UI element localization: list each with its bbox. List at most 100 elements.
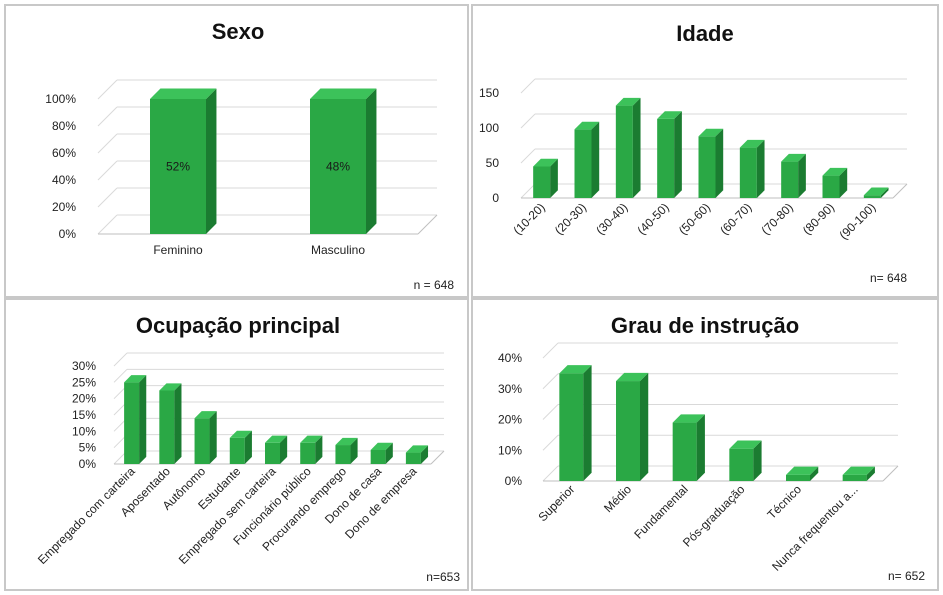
bar-side: [385, 442, 393, 464]
bar-front: [615, 105, 633, 198]
bar-side: [810, 466, 819, 481]
bar-side: [591, 121, 600, 198]
bar-side: [674, 111, 682, 198]
bar: [615, 97, 641, 198]
bar: [698, 128, 724, 198]
gridline-wall: [520, 78, 536, 94]
y-tick-label: 5%: [79, 441, 97, 455]
y-tick-label: 25%: [72, 375, 96, 389]
chart-panel-ocupacao: Ocupação principal 0% 5% 10% 15% 20% 25% 30% Emp…: [4, 298, 469, 591]
bar: [781, 153, 806, 198]
bar-front: [863, 195, 881, 198]
bar-front: [265, 442, 280, 464]
y-tick-label: 50: [486, 156, 500, 170]
bar-side: [756, 139, 765, 198]
gridline-wall: [97, 106, 118, 127]
bar-front: [159, 390, 175, 464]
sample-size-note: n= 648: [870, 271, 907, 285]
bar-front: [194, 418, 210, 464]
bar: [265, 435, 288, 464]
y-tick-label: 0%: [59, 227, 77, 241]
bar: [574, 121, 600, 198]
bar-front: [842, 474, 867, 481]
chart-title: Idade: [676, 21, 733, 46]
gridline-wall: [113, 352, 128, 367]
bar-side: [174, 383, 182, 464]
y-tick-label: 40%: [52, 173, 76, 187]
bar-side: [139, 375, 147, 464]
gridline-wall: [97, 79, 118, 100]
y-tick-label: 30%: [72, 359, 96, 373]
chart-title: Grau de instrução: [611, 313, 799, 338]
sample-size-note: n=653: [426, 570, 460, 584]
bar-side: [583, 365, 592, 481]
y-tick-label: 0: [492, 191, 499, 205]
y-tick-label: 40%: [498, 351, 522, 365]
bar: [194, 411, 217, 464]
chart-panel-sexo: Sexo 0% 20% 40% 60% 80% 100% 52% Feminino 48% Masc…: [4, 4, 469, 298]
bar-front: [559, 373, 584, 481]
bar: [300, 435, 323, 464]
chart-panel-grau: Grau de instrução 0% 10% 20% 30% 40% Superior M…: [471, 298, 939, 591]
floor-edge: [892, 183, 908, 199]
bar-side: [315, 435, 323, 464]
bar-front: [729, 448, 754, 481]
bar-top: [159, 383, 182, 391]
gridline-wall: [542, 404, 559, 420]
bar-side: [206, 88, 217, 234]
bar-side: [839, 167, 848, 198]
bar-side: [640, 372, 649, 481]
bar-front: [574, 129, 592, 198]
bar: [229, 430, 252, 464]
chart-grau-de-instrucao: Grau de instrução 0% 10% 20% 30% 40% Superior M…: [498, 313, 925, 583]
bar-top: [657, 111, 682, 119]
bar-side: [350, 437, 358, 464]
x-tick-label: (50-60): [676, 200, 713, 237]
bar-side: [280, 435, 288, 464]
bar-front: [822, 175, 840, 198]
bar: [842, 466, 875, 481]
chart-sexo: Sexo 0% 20% 40% 60% 80% 100% 52% Feminino 48% Masc…: [45, 19, 454, 292]
gridline-wall: [520, 113, 536, 129]
chart-title: Ocupação principal: [136, 313, 340, 338]
bar-side: [366, 88, 377, 234]
gridline-wall: [113, 368, 128, 383]
x-tick-label: Masculino: [311, 243, 365, 257]
bar: [405, 445, 429, 464]
x-tick-label: Feminino: [153, 243, 203, 257]
chart-panel-idade: Idade 0 50 100 150 (10-20) (20-30) (30-40) (40-5…: [471, 4, 939, 298]
bar-side: [244, 430, 252, 464]
bar-side: [632, 97, 641, 198]
y-tick-label: 20%: [498, 413, 522, 427]
bar: [729, 440, 762, 481]
y-tick-label: 30%: [498, 382, 522, 396]
bar-front: [300, 442, 316, 464]
bar: [822, 167, 848, 198]
bar: [739, 139, 765, 198]
x-tick-label: (10-20): [511, 200, 548, 237]
bar: [672, 414, 705, 481]
bar-top: [729, 440, 762, 449]
bar: [150, 88, 217, 234]
gridline-wall: [97, 133, 118, 154]
bar-front: [150, 99, 206, 234]
bar-top: [229, 430, 252, 438]
bar-top: [739, 139, 765, 148]
y-tick-label: 10%: [72, 424, 96, 438]
bar-top: [370, 442, 393, 450]
bar-front: [698, 136, 716, 198]
bar-side: [209, 411, 217, 464]
sample-size-note: n= 652: [888, 569, 925, 583]
bar-top: [150, 88, 217, 99]
bar-front: [335, 445, 351, 464]
chart-title: Sexo: [212, 19, 265, 44]
gridline-wall: [542, 342, 559, 359]
bar-front: [657, 118, 675, 198]
floor-edge: [882, 465, 899, 482]
x-tick-label: (60-70): [717, 200, 754, 237]
y-tick-label: 60%: [52, 146, 76, 160]
bar-top: [405, 445, 429, 453]
bar-front: [310, 99, 366, 234]
bar-top: [786, 466, 819, 475]
bar-front: [370, 449, 386, 464]
